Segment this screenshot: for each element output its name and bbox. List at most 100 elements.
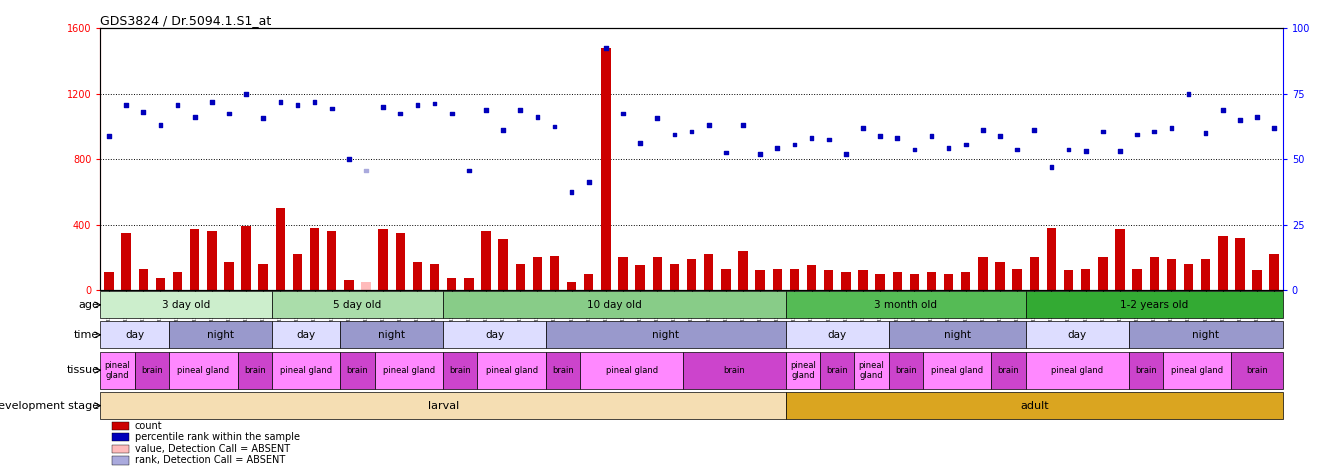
Text: adult: adult xyxy=(1020,401,1048,410)
Point xyxy=(458,167,479,174)
Text: pineal gland: pineal gland xyxy=(280,366,332,375)
Point xyxy=(561,188,582,196)
Bar xyxy=(100,292,272,319)
Bar xyxy=(478,352,546,389)
Point xyxy=(201,98,222,106)
Bar xyxy=(327,231,336,290)
Point xyxy=(1247,113,1268,120)
Bar xyxy=(889,321,1026,348)
Point xyxy=(1023,126,1044,134)
Bar xyxy=(104,272,114,290)
Text: day: day xyxy=(125,330,145,340)
Bar xyxy=(636,265,645,290)
Point xyxy=(253,115,274,122)
Point xyxy=(750,150,771,158)
Bar xyxy=(927,272,936,290)
Bar xyxy=(100,392,786,419)
Bar xyxy=(138,269,149,290)
Bar xyxy=(704,254,714,290)
Bar xyxy=(309,228,319,290)
Bar xyxy=(443,352,478,389)
Text: night: night xyxy=(652,330,679,340)
Point xyxy=(1264,124,1285,132)
Text: count: count xyxy=(135,421,162,431)
Bar xyxy=(112,456,129,465)
Bar xyxy=(1129,352,1162,389)
Point xyxy=(647,115,668,122)
Bar xyxy=(652,257,661,290)
Text: pineal gland: pineal gland xyxy=(605,366,657,375)
Bar xyxy=(135,352,169,389)
Bar xyxy=(786,292,1026,319)
Bar xyxy=(566,282,576,290)
Bar xyxy=(1129,321,1283,348)
Text: brain: brain xyxy=(1135,366,1157,375)
Point xyxy=(715,149,736,156)
Bar xyxy=(819,352,854,389)
Point xyxy=(664,131,686,138)
Point xyxy=(836,150,857,158)
Bar xyxy=(481,231,490,290)
Point xyxy=(921,133,943,140)
Point xyxy=(355,167,376,174)
Point xyxy=(801,134,822,142)
Point xyxy=(1212,106,1233,114)
Point xyxy=(1161,124,1182,132)
Text: brain: brain xyxy=(450,366,471,375)
Text: 1-2 years old: 1-2 years old xyxy=(1121,300,1189,310)
Bar xyxy=(738,251,747,290)
Point xyxy=(766,144,787,152)
Text: age: age xyxy=(79,300,99,310)
Point xyxy=(218,109,240,117)
Point xyxy=(1109,147,1130,155)
Point xyxy=(869,133,890,140)
Point xyxy=(526,113,548,120)
Point xyxy=(133,108,154,116)
Bar xyxy=(786,392,1283,419)
Point xyxy=(1144,128,1165,135)
Point xyxy=(937,144,959,152)
Bar xyxy=(1098,257,1107,290)
Text: pineal
gland: pineal gland xyxy=(858,361,885,380)
Bar xyxy=(683,352,786,389)
Bar xyxy=(447,278,457,290)
Text: brain: brain xyxy=(826,366,848,375)
Bar xyxy=(687,259,696,290)
Point xyxy=(612,109,633,117)
Bar xyxy=(546,352,580,389)
Bar xyxy=(169,352,237,389)
Bar xyxy=(889,352,923,389)
Point xyxy=(596,44,617,52)
Text: pineal
gland: pineal gland xyxy=(790,361,815,380)
Bar xyxy=(550,255,560,290)
Bar xyxy=(122,233,131,290)
Bar xyxy=(1115,229,1125,290)
Bar xyxy=(961,272,971,290)
Point xyxy=(544,123,565,130)
Point xyxy=(578,178,600,186)
Bar xyxy=(430,264,439,290)
Bar xyxy=(580,352,683,389)
Text: larval: larval xyxy=(427,401,459,410)
Bar xyxy=(823,270,833,290)
Point xyxy=(904,146,925,153)
Bar xyxy=(375,352,443,389)
Bar xyxy=(272,321,340,348)
Text: GDS3824 / Dr.5094.1.S1_at: GDS3824 / Dr.5094.1.S1_at xyxy=(100,14,272,27)
Point xyxy=(1093,128,1114,135)
Bar xyxy=(1026,352,1129,389)
Bar xyxy=(1047,228,1056,290)
Bar xyxy=(100,352,135,389)
Text: day: day xyxy=(828,330,846,340)
Bar xyxy=(340,352,375,389)
Bar xyxy=(909,273,919,290)
Point xyxy=(955,141,976,148)
Bar xyxy=(190,229,200,290)
Bar xyxy=(1065,270,1074,290)
Point xyxy=(1058,146,1079,153)
Bar xyxy=(546,321,786,348)
Point xyxy=(493,126,514,134)
Point xyxy=(183,113,205,120)
Bar xyxy=(1252,270,1261,290)
Bar xyxy=(362,282,371,290)
